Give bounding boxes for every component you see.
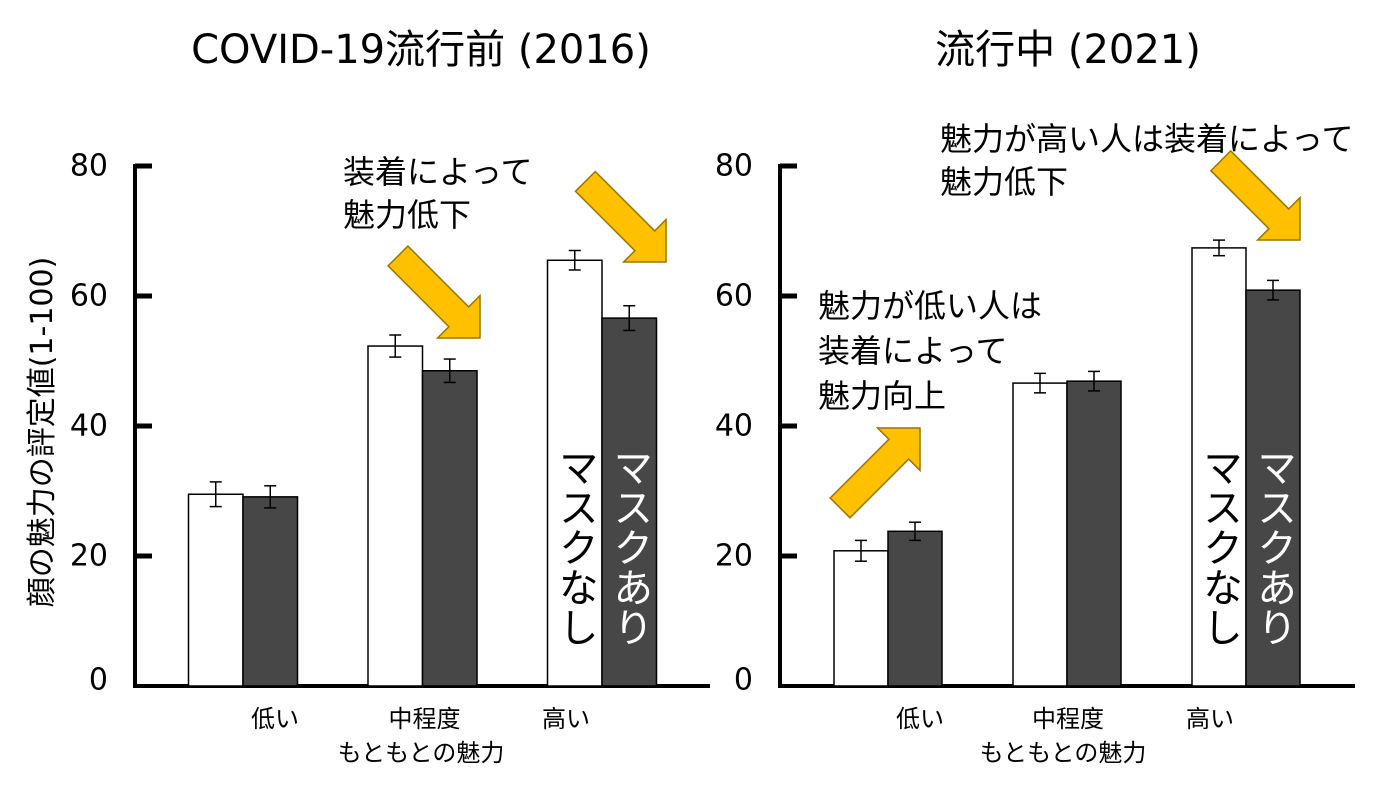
annotation: 魅力が高い人は装着によって 魅力低下 (940, 120, 1353, 201)
chart-title: 流行中 (2021) (935, 27, 1201, 73)
annotation-line: 魅力低下 (343, 196, 471, 234)
error-bar (855, 539, 867, 562)
annotation-arrow (1209, 149, 1301, 241)
y-axis-title: 顔の魅力の評定値(1-100) (25, 257, 60, 608)
bar (187, 493, 244, 687)
error-bar (389, 334, 402, 358)
bar (546, 259, 603, 687)
x-category-label: 低い (896, 705, 944, 733)
x-category-label: 中程度 (1032, 705, 1104, 733)
x-axis-title: もともとの魅力 (980, 739, 1147, 767)
bar (1066, 380, 1122, 687)
chart-marks: 0 20 40 60 80 低い 中程度 高い マスクなし マスクあり (715, 149, 1355, 733)
error-bar (1213, 239, 1225, 257)
y-tick-label: 40 (715, 409, 753, 444)
bar (1012, 382, 1068, 687)
series-label: マスクあり (1250, 447, 1296, 647)
annotation-arrow (829, 427, 921, 519)
chart-2021: 流行中 (2021) もともとの魅力 0 20 40 60 80 低い 中程度 高い マスクなし… (715, 27, 1355, 767)
annotation-arrow (574, 170, 667, 263)
y-tick-label: 60 (70, 279, 108, 314)
error-bar (623, 305, 636, 332)
x-axis-title: もともとの魅力 (338, 739, 505, 767)
chart-title: COVID-19流行前 (2016) (191, 27, 651, 73)
series-label: マスクなし (1196, 447, 1242, 647)
x-category-label: 高い (542, 705, 590, 733)
annotation: 装着によって 魅力低下 (343, 153, 532, 234)
annotation-line: 魅力が高い人は装着によって (940, 120, 1353, 158)
y-tick-label: 80 (715, 149, 753, 184)
annotation-line: 装着によって (818, 332, 1007, 370)
annotation-line: 魅力低下 (940, 163, 1068, 201)
error-bar (1034, 372, 1046, 394)
chart-2016: COVID-19流行前 (2016) 顔の魅力の評定値(1-100) もともとの… (25, 27, 710, 767)
error-bar (1088, 370, 1100, 392)
bar (1191, 247, 1247, 687)
chart-marks: 0 20 40 60 80 低い 中程度 高い マスクなし マスクあり (70, 149, 710, 733)
x-category-label: 高い (1186, 705, 1234, 733)
y-tick-label: 0 (734, 663, 753, 698)
annotation-line: 魅力が低い人は (818, 287, 1042, 325)
bar (887, 530, 943, 687)
error-bar (264, 485, 277, 509)
bar (601, 317, 658, 687)
y-tick-label: 60 (715, 279, 753, 314)
x-category-label: 中程度 (389, 705, 461, 733)
bar (421, 370, 478, 687)
error-bar (443, 358, 456, 384)
error-bar (209, 481, 222, 508)
annotation: 魅力が低い人は 装着によって 魅力向上 (818, 287, 1042, 415)
bar (242, 496, 299, 687)
annotation-arrow (387, 245, 481, 339)
annotation-line: 装着によって (343, 153, 532, 191)
annotation-arrows (387, 149, 1301, 519)
y-tick-label: 0 (89, 663, 108, 698)
y-tick-label: 80 (70, 149, 108, 184)
error-bar (568, 249, 581, 271)
y-tick-label: 20 (70, 539, 108, 574)
y-tick-label: 20 (715, 539, 753, 574)
bar (367, 345, 424, 687)
y-tick-label: 40 (70, 409, 108, 444)
series-label: マスクあり (606, 447, 652, 647)
bar (833, 550, 889, 687)
error-bar (1267, 279, 1279, 301)
annotation-line: 魅力向上 (818, 377, 946, 415)
error-bar (909, 521, 921, 542)
x-category-label: 低い (251, 705, 299, 733)
series-label: マスクなし (552, 447, 598, 647)
